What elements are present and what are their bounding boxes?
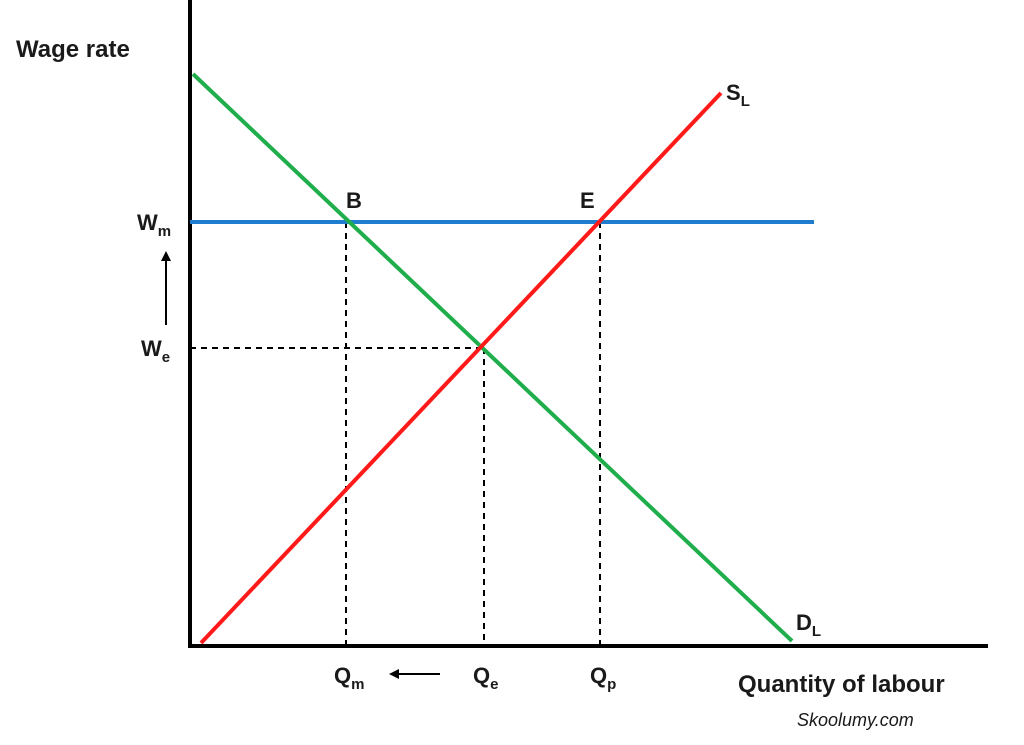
supply-curve-label: SL bbox=[726, 80, 750, 110]
qp-label: Qp bbox=[590, 663, 616, 693]
demand-curve-label: DL bbox=[796, 610, 821, 640]
point-b-label: B bbox=[346, 188, 362, 213]
x-axis-label: Quantity of labour bbox=[738, 671, 945, 698]
qm-label: Qm bbox=[334, 663, 364, 693]
guide-lines bbox=[190, 222, 601, 646]
qe-label: Qe bbox=[473, 663, 498, 693]
wm-label: Wm bbox=[137, 210, 171, 240]
point-e-label: E bbox=[580, 188, 595, 213]
supply-curve bbox=[199, 91, 723, 645]
watermark: Skoolumy.com bbox=[797, 710, 914, 730]
y-axis-label: Wage rate bbox=[16, 36, 130, 63]
we-label: We bbox=[141, 336, 170, 366]
demand-curve bbox=[191, 72, 794, 643]
